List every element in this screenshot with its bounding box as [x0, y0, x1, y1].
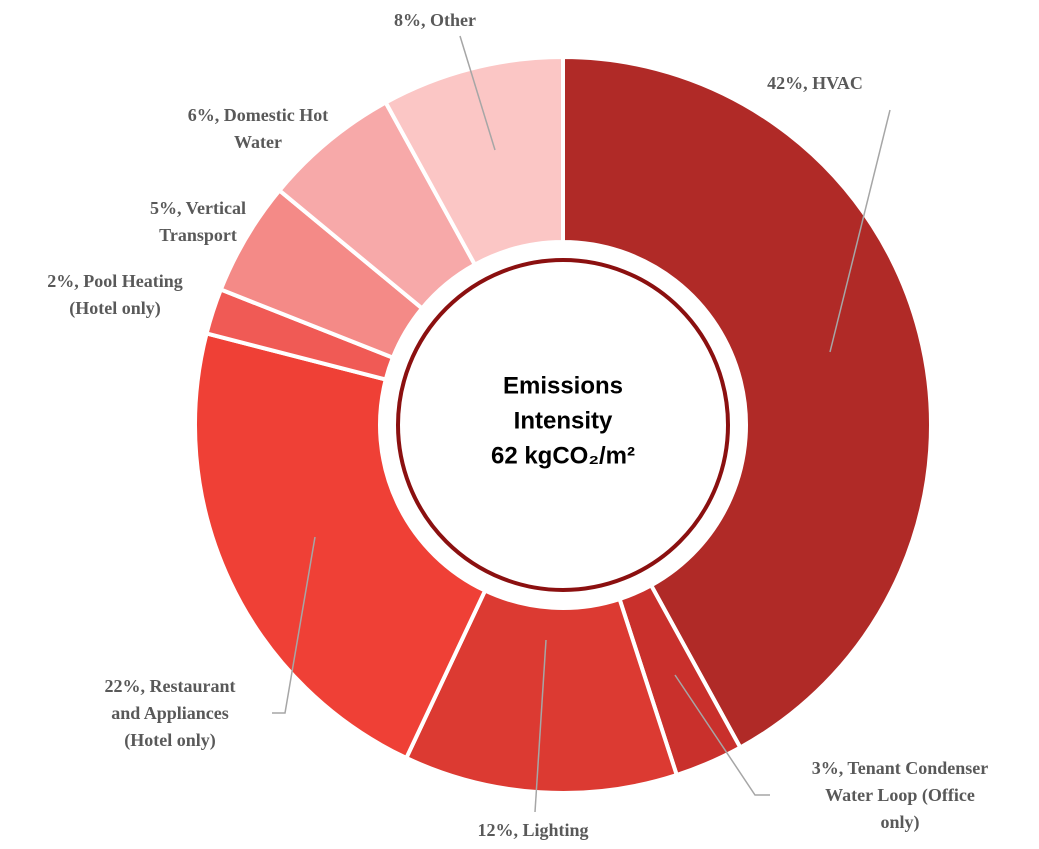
- data-label: (Hotel only): [69, 298, 161, 319]
- leader-line: [272, 536, 316, 714]
- data-label: 12%, Lighting: [477, 820, 588, 840]
- data-label: 2%, Pool Heating: [47, 271, 183, 291]
- center-text: 62 kgCO₂/m²: [491, 442, 635, 469]
- center-text: Emissions: [503, 372, 623, 399]
- data-label: and Appliances: [111, 703, 229, 723]
- data-label: 42%, HVAC: [767, 73, 863, 93]
- data-label: 8%, Other: [394, 10, 476, 30]
- data-label: 5%, Vertical: [150, 198, 246, 218]
- data-label: (Hotel only): [124, 730, 216, 751]
- donut-slice: [382, 54, 565, 268]
- leader-line: [459, 35, 496, 151]
- donut-slice: [561, 54, 933, 751]
- data-label: 22%, Restaurant: [105, 676, 236, 696]
- data-label: 6%, Domestic Hot: [188, 105, 328, 125]
- leader-line: [534, 639, 547, 813]
- data-label: 3%, Tenant Condenser: [812, 758, 989, 778]
- leader-line: [674, 674, 770, 796]
- donut-slice: [403, 587, 680, 795]
- data-label: Transport: [159, 225, 237, 245]
- leader-line: [829, 109, 891, 353]
- data-label: Water Loop (Office: [825, 785, 975, 806]
- donut-slice: [193, 331, 488, 761]
- center-ring: [396, 258, 730, 592]
- data-label: Water: [234, 132, 282, 152]
- center-text: Intensity: [514, 407, 613, 434]
- data-label: only): [880, 812, 919, 833]
